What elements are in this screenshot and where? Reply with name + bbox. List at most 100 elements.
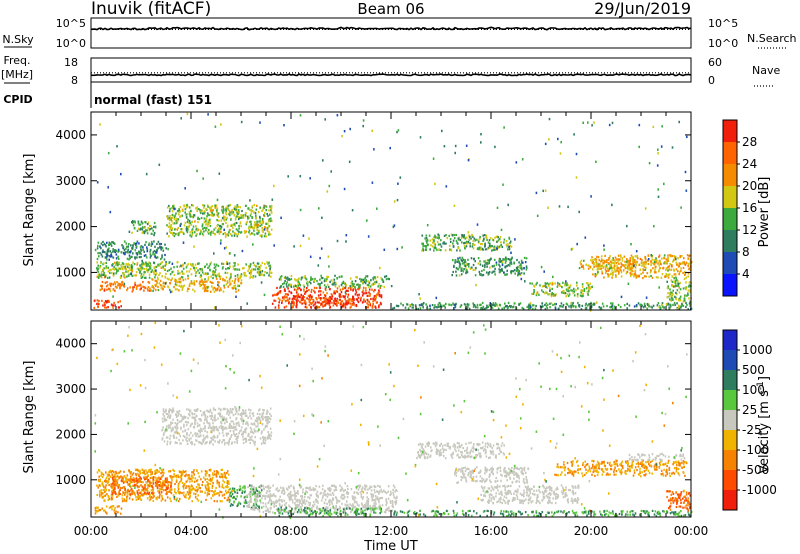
- power-cell: [628, 268, 631, 271]
- velocity-cell: [175, 480, 178, 483]
- power-cell: [549, 289, 551, 292]
- power-cell: [479, 303, 481, 306]
- power-cell: [687, 262, 690, 265]
- power-cell: [131, 290, 134, 293]
- velocity-cell: [169, 488, 171, 491]
- power-cell: [510, 258, 513, 261]
- power-cell: [240, 273, 243, 276]
- power-cell: [480, 307, 482, 310]
- velocity-cell: [166, 436, 169, 439]
- power-cell: [237, 233, 239, 236]
- power-cell: [293, 297, 296, 300]
- power-cell: [248, 227, 250, 230]
- power-cell: [250, 221, 252, 224]
- power-cell: [101, 280, 104, 284]
- power-cell: [596, 272, 599, 275]
- velocity-cell: [168, 424, 171, 427]
- power-cell: [96, 299, 99, 302]
- power-cell: [333, 290, 335, 293]
- power-cell: [674, 282, 677, 285]
- velocity-cell: [193, 469, 195, 472]
- velocity-cell: [185, 480, 188, 483]
- power-cell: [370, 297, 372, 301]
- velocity-cell: [198, 423, 201, 427]
- power-cell: [623, 265, 626, 268]
- power-cell: [196, 206, 199, 209]
- power-cell: [185, 216, 188, 219]
- power-cell: [460, 236, 463, 240]
- power-cell: [519, 273, 522, 277]
- power-cell: [318, 301, 320, 304]
- power-cell: [113, 281, 116, 284]
- power-cell: [102, 249, 104, 252]
- power-cell: [608, 269, 610, 272]
- power-cell: [613, 262, 615, 265]
- power-cell: [669, 303, 672, 306]
- power-cell: [679, 299, 682, 302]
- power-cell: [523, 267, 525, 270]
- velocity-cell: [269, 407, 272, 410]
- power-cell: [222, 207, 225, 210]
- power-cell: [519, 302, 522, 305]
- power-cell: [675, 261, 678, 264]
- velocity-cell: [103, 488, 106, 491]
- power-cell: [277, 297, 280, 300]
- velocity-cell: [149, 498, 152, 501]
- power-cell: [661, 273, 664, 276]
- power-cell: [275, 293, 277, 297]
- power-cell: [105, 245, 107, 248]
- power-cell: [683, 297, 686, 300]
- power-cell: [605, 266, 607, 269]
- power-cell: [385, 278, 388, 281]
- power-cell: [182, 264, 184, 267]
- power-cell: [347, 299, 350, 302]
- power-cell: [105, 301, 108, 304]
- power-cell: [679, 288, 682, 291]
- power-cell: [126, 289, 128, 292]
- power-cell: [181, 208, 184, 211]
- power-cell: [608, 123, 611, 127]
- velocity-cell: [188, 497, 190, 500]
- power-cell: [288, 302, 290, 305]
- power-cell: [449, 303, 451, 306]
- velocity-cell: [221, 494, 224, 497]
- velocity-cell: [140, 484, 142, 487]
- velocity-cell: [119, 476, 121, 479]
- power-cell: [375, 296, 377, 299]
- power-cell: [148, 289, 151, 292]
- power-colorbar-tick-label: 4: [742, 267, 750, 281]
- power-cell: [169, 207, 171, 210]
- power-cell: [104, 256, 107, 259]
- power-cell: [102, 304, 104, 307]
- power-cell: [396, 198, 399, 202]
- power-cell: [361, 301, 364, 304]
- power-cell: [252, 243, 254, 246]
- power-colorbar-tick-label: 16: [742, 201, 757, 215]
- power-cell: [354, 285, 356, 289]
- velocity-cell: [104, 494, 107, 497]
- power-cell: [154, 255, 156, 259]
- power-cell: [319, 286, 321, 289]
- power-cell: [377, 292, 379, 295]
- power-cell: [422, 247, 424, 250]
- power-cell: [527, 307, 530, 310]
- power-cell: [135, 256, 137, 259]
- velocity-cell: [110, 483, 112, 486]
- power-cell: [687, 257, 689, 260]
- power-cell: [549, 302, 551, 305]
- power-cell: [477, 240, 480, 243]
- power-cell: [176, 281, 179, 284]
- power-cell: [134, 242, 137, 245]
- power-cell: [243, 230, 246, 233]
- velocity-cell: [217, 429, 219, 432]
- power-cell: [572, 305, 575, 308]
- power-cell: [286, 276, 289, 279]
- power-cell: [603, 262, 605, 265]
- velocity-cell: [253, 422, 255, 425]
- velocity-cell: [112, 505, 114, 508]
- power-cell: [665, 267, 668, 270]
- power-cell: [168, 261, 171, 264]
- power-cell: [687, 292, 689, 295]
- power-cell: [509, 306, 512, 309]
- power-cell: [505, 258, 507, 261]
